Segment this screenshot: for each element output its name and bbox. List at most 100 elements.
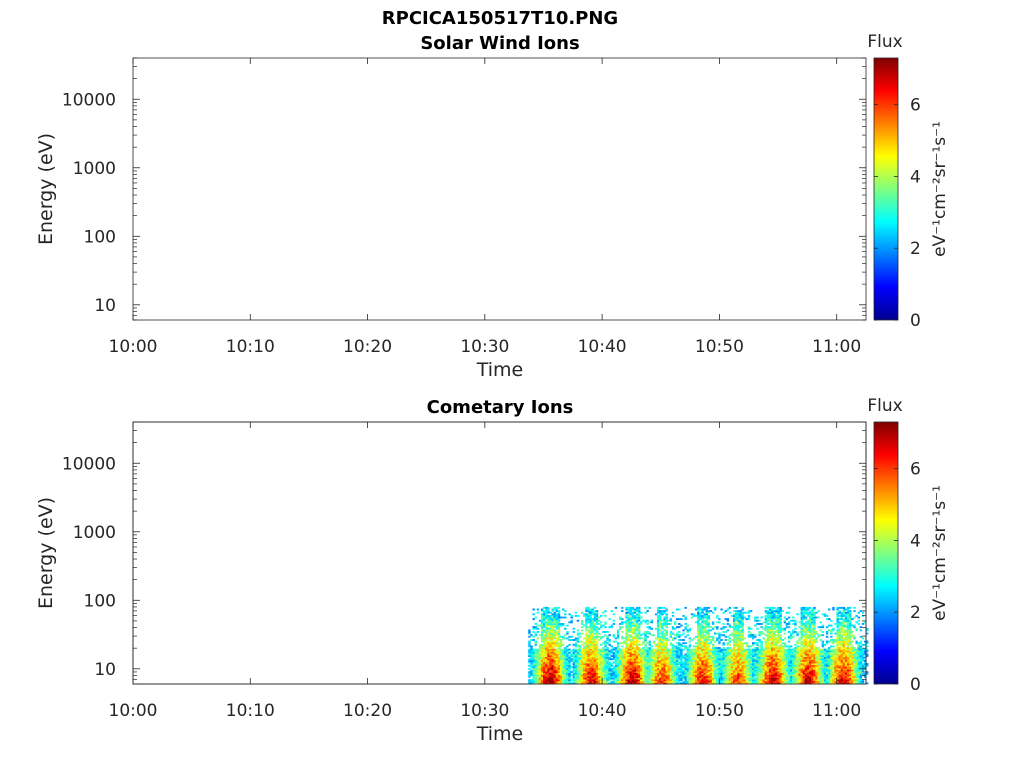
heatmap-cell: [688, 650, 692, 653]
heatmap-cell: [798, 672, 801, 675]
heatmap-cell: [697, 658, 700, 661]
heatmap-cell: [722, 651, 725, 654]
heatmap-cell: [697, 650, 700, 653]
heatmap-cell: [701, 626, 704, 629]
heatmap-cell: [532, 666, 535, 669]
heatmap-cell: [695, 614, 698, 617]
heatmap-cell: [627, 618, 630, 621]
heatmap-cell: [697, 634, 700, 637]
heatmap-cell: [652, 664, 656, 667]
heatmap-cell: [625, 629, 628, 632]
heatmap-cell: [707, 650, 711, 653]
heatmap-cell: [766, 658, 770, 661]
heatmap-cell: [562, 653, 565, 656]
heatmap-cell: [716, 616, 719, 619]
heatmap-cell: [528, 653, 531, 656]
heatmap-cell: [644, 640, 647, 643]
heatmap-cell: [739, 629, 742, 632]
heatmap-cell: [602, 655, 605, 658]
heatmap-cell: [545, 631, 548, 633]
heatmap-cell: [623, 621, 626, 624]
heatmap-cell: [583, 647, 586, 649]
heatmap-cell: [638, 640, 641, 643]
heatmap-cell: [798, 656, 801, 659]
heatmap-cell: [787, 663, 791, 666]
heatmap-cell: [589, 653, 592, 656]
heatmap-cell: [559, 645, 563, 648]
heatmap-cell: [703, 647, 706, 649]
heatmap-cell: [749, 671, 753, 674]
heatmap-cell: [640, 658, 643, 661]
heatmap-cell: [629, 616, 632, 619]
heatmap-cell: [777, 659, 780, 662]
heatmap-cell: [714, 675, 717, 678]
heatmap-cell: [557, 674, 561, 677]
heatmap-cell: [790, 651, 793, 654]
heatmap-cell: [737, 643, 740, 646]
heatmap-cell: [659, 671, 662, 674]
heatmap-cell: [775, 650, 778, 653]
heatmap-cell: [707, 647, 711, 649]
heatmap-cell: [796, 658, 799, 661]
heatmap-cell: [701, 621, 704, 624]
heatmap-cell: [733, 639, 736, 641]
heatmap-cell: [730, 653, 734, 656]
heatmap-cell: [701, 632, 704, 635]
heatmap-cell: [714, 679, 717, 682]
heatmap-cell: [758, 634, 761, 637]
heatmap-cell: [568, 672, 571, 675]
heatmap-cell: [621, 658, 624, 661]
heatmap-cell: [536, 658, 540, 661]
heatmap-cell: [684, 666, 687, 669]
heatmap-cell: [745, 645, 749, 648]
heatmap-cell: [581, 640, 584, 643]
heatmap-cell: [549, 664, 552, 667]
heatmap-cell: [578, 677, 582, 680]
heatmap-cell: [790, 655, 793, 658]
heatmap-cell: [741, 667, 744, 670]
heatmap-cell: [557, 682, 561, 685]
heatmap-cell: [811, 645, 814, 648]
heatmap-cell: [699, 637, 702, 640]
heatmap-cell: [766, 637, 770, 640]
heatmap-cell: [555, 639, 559, 641]
heatmap-cell: [817, 634, 820, 637]
heatmap-cell: [657, 621, 660, 624]
heatmap-cell: [663, 618, 666, 621]
heatmap-cell: [783, 642, 787, 645]
heatmap-cell: [591, 634, 594, 637]
heatmap-cell: [589, 679, 592, 682]
heatmap-cell: [608, 651, 611, 654]
heatmap-cell: [809, 663, 812, 666]
heatmap-cell: [720, 658, 723, 661]
heatmap-cell: [724, 677, 727, 680]
heatmap-cell: [661, 656, 664, 659]
heatmap-cell: [557, 666, 561, 669]
heatmap-cell: [595, 647, 599, 649]
heatmap-cell: [749, 679, 753, 682]
heatmap-cell: [790, 635, 793, 638]
heatmap-cell: [773, 674, 776, 677]
heatmap-cell: [608, 626, 611, 629]
heatmap-cell: [766, 672, 770, 675]
heatmap-cell: [811, 664, 814, 667]
heatmap-cell: [549, 651, 552, 654]
heatmap-cell: [555, 653, 559, 656]
heatmap-cell: [608, 675, 611, 678]
heatmap-cell: [545, 634, 548, 637]
heatmap-cell: [787, 667, 791, 670]
heatmap-cell: [777, 647, 780, 649]
heatmap-cell: [811, 637, 814, 640]
heatmap-cell: [663, 666, 666, 669]
heatmap-cell: [669, 682, 673, 685]
heatmap-cell: [623, 661, 626, 664]
heatmap-cell: [787, 659, 791, 662]
heatmap-cell: [733, 655, 736, 658]
heatmap-cell: [648, 632, 651, 635]
heatmap-cell: [557, 659, 561, 662]
heatmap-cell: [619, 667, 622, 670]
heatmap-cell: [553, 659, 556, 662]
heatmap-cell: [564, 675, 567, 678]
heatmap-cell: [692, 653, 696, 656]
heatmap-cell: [787, 626, 791, 629]
